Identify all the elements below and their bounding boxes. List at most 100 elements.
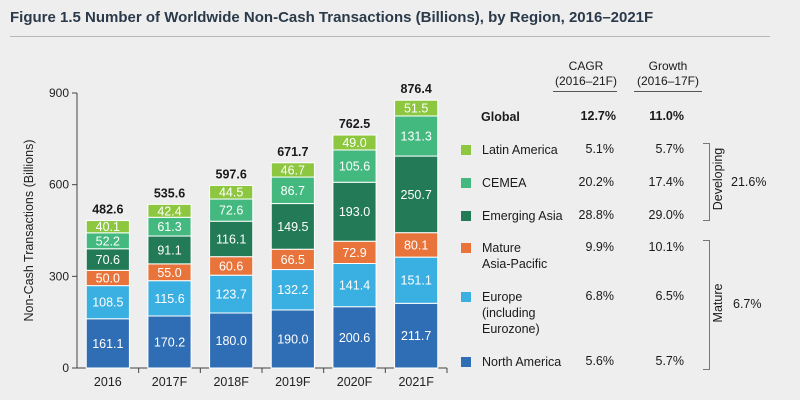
bar-value-label: 115.6	[154, 292, 184, 306]
mature-label: Mature	[711, 283, 725, 323]
bar-value-label: 42.4	[157, 204, 181, 218]
bar-value-label: 108.5	[92, 296, 123, 310]
global-growth: 11.0%	[649, 109, 684, 123]
growth-header-rule	[634, 91, 702, 92]
bar-value-label: 250.7	[401, 188, 432, 202]
bar-value-label: 151.1	[401, 274, 432, 288]
legend-growth: 29.0%	[648, 208, 684, 222]
bar-segment	[332, 149, 377, 183]
bar-segment	[332, 181, 377, 242]
bar-value-label: 49.0	[342, 136, 366, 150]
bar-segment	[394, 99, 439, 117]
y-axis-title: Non-Cash Transactions (Billions)	[22, 139, 36, 321]
developing-label: Developing	[711, 147, 725, 211]
bar-segment	[270, 309, 315, 369]
developing-bracket	[703, 143, 710, 221]
legend-label-line: Mature	[482, 241, 521, 255]
mature-bracket	[703, 240, 710, 370]
bar-value-label: 116.1	[216, 232, 246, 246]
bar-segment	[85, 220, 130, 234]
legend-cagr: 28.8%	[578, 208, 614, 222]
mature-cagr: 6.7%	[733, 297, 762, 311]
legend-label: Latin America	[482, 142, 558, 158]
bar-value-label: 72.6	[219, 204, 243, 218]
legend-swatch	[461, 145, 471, 155]
bar-total-label: 482.6	[92, 203, 123, 217]
bar-total-label: 535.6	[154, 186, 185, 200]
bar-value-label: 123.7	[216, 288, 247, 302]
bar-value-label: 170.2	[154, 335, 185, 349]
y-tick-label: 900	[49, 86, 69, 100]
bar-value-label: 211.7	[401, 329, 431, 343]
bar-value-label: 50.0	[96, 271, 120, 285]
legend-swatch	[461, 178, 471, 188]
cagr-header-line1: CAGR	[568, 59, 604, 73]
legend-label: CEMEA	[482, 175, 526, 191]
bar-value-label: 44.5	[219, 186, 243, 200]
y-tick-label: 0	[62, 361, 69, 375]
bar-total-label: 597.6	[216, 167, 247, 181]
bar-value-label: 86.7	[281, 184, 305, 198]
x-tick-label: 2019F	[275, 375, 311, 389]
legend-growth: 6.5%	[655, 289, 685, 303]
bar-segment	[332, 134, 377, 151]
legend-label-line: Latin America	[482, 143, 558, 157]
legend-label: Emerging Asia	[482, 208, 563, 224]
bar-segment	[209, 184, 254, 200]
legend-cagr: 20.2%	[578, 175, 614, 189]
bar-value-label: 105.6	[339, 160, 370, 174]
legend-growth: 10.1%	[648, 240, 684, 254]
legend-growth: 17.4%	[648, 175, 684, 189]
growth-header-line1: Growth	[648, 59, 688, 73]
x-tick-label: 2016	[94, 375, 122, 389]
growth-header: Growth (2016–17F)	[630, 59, 706, 89]
bar-total-label: 876.4	[401, 82, 432, 96]
bar-segment	[394, 256, 439, 304]
legend-label-line: North America	[482, 355, 562, 369]
bar-segment	[394, 302, 439, 369]
legend-swatch	[461, 357, 471, 367]
legend-label-line: Emerging Asia	[482, 209, 563, 223]
bar-segment	[332, 263, 377, 308]
growth-header-line2: (2016–17F)	[636, 74, 700, 88]
legend-cagr: 6.8%	[585, 289, 615, 303]
bar-value-label: 91.1	[157, 243, 181, 257]
legend-cagr: 5.6%	[585, 354, 615, 368]
bar-segment	[270, 203, 315, 250]
x-tick-label: 2020F	[337, 375, 373, 389]
legend-swatch	[461, 292, 471, 302]
bar-value-label: 200.6	[339, 331, 370, 345]
bar-value-label: 80.1	[404, 238, 428, 252]
legend-label: Mature Asia-Pacific	[482, 240, 547, 272]
bar-total-label: 762.5	[339, 117, 370, 131]
bar-value-label: 132.2	[277, 283, 308, 297]
cagr-header-rule	[553, 91, 617, 92]
y-tick-label: 300	[49, 269, 69, 283]
bar-value-label: 46.7	[281, 163, 305, 177]
bar-value-label: 40.1	[96, 220, 120, 234]
global-cagr: 12.7%	[580, 109, 616, 123]
bar-segment	[147, 203, 192, 218]
bar-value-label: 193.0	[339, 205, 370, 219]
bar-value-label: 72.9	[342, 246, 366, 260]
legend-label-line: (including	[482, 306, 536, 320]
bar-value-label: 51.5	[404, 102, 428, 116]
legend-cagr: 5.1%	[585, 142, 615, 156]
bar-value-label: 180.0	[216, 334, 247, 348]
legend-label-line: Europe	[482, 290, 523, 304]
bar-segment	[394, 155, 439, 234]
bar-value-label: 190.0	[277, 332, 308, 346]
figure-title: Figure 1.5 Number of Worldwide Non-Cash …	[10, 9, 654, 26]
y-tick-label: 600	[49, 178, 69, 192]
global-label: Global	[481, 110, 520, 124]
legend-label-line: CEMEA	[482, 176, 527, 190]
legend-label-line: Asia-Pacific	[482, 257, 548, 271]
legend-label: North America	[482, 354, 561, 370]
x-tick-label: 2018F	[213, 375, 249, 389]
bar-value-label: 60.6	[219, 259, 243, 273]
x-tick-label: 2021F	[398, 375, 434, 389]
legend-label: Europe (including Eurozone)	[482, 289, 540, 337]
bar-value-label: 52.2	[96, 234, 120, 248]
bar-value-label: 66.5	[281, 253, 305, 267]
